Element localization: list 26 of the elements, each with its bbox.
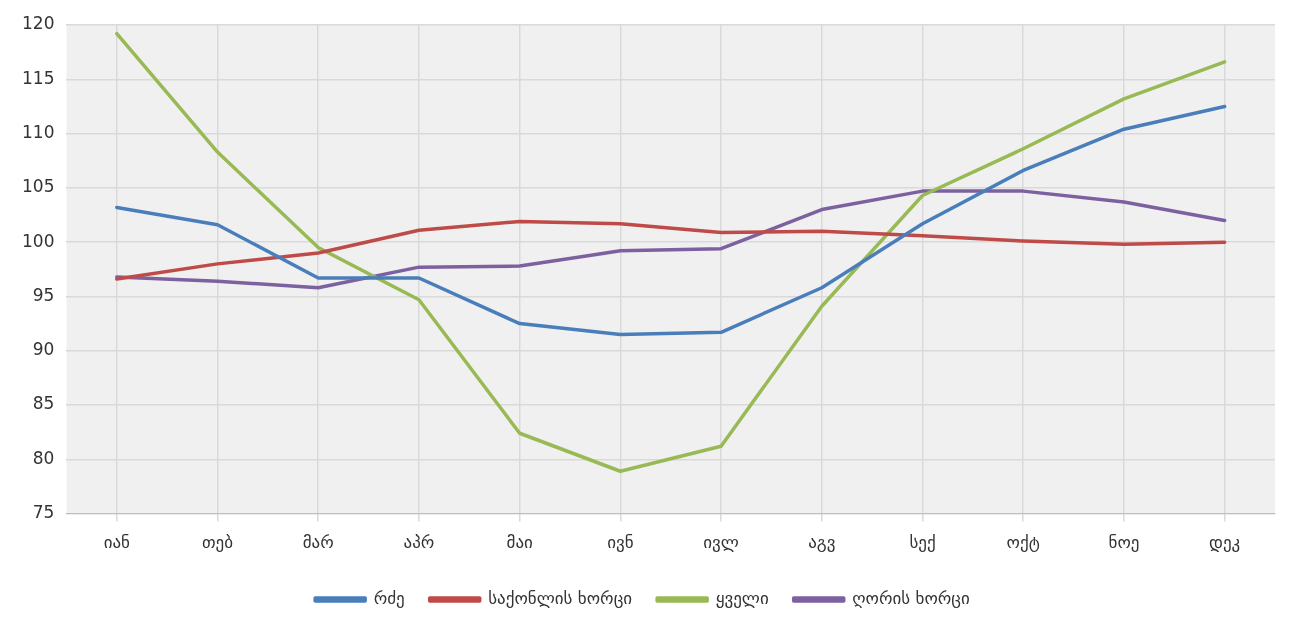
x-tick-label: ივნ	[607, 532, 634, 553]
y-tick-label: 85	[32, 393, 55, 414]
legend-label: ღორის ხორცი	[852, 587, 970, 608]
x-tick-label: მაი	[506, 532, 533, 553]
x-tick-label: დეკ	[1209, 532, 1241, 553]
legend-label: რძე	[373, 587, 405, 608]
y-tick-label: 105	[21, 176, 55, 197]
y-tick-label: 95	[32, 284, 55, 305]
x-tick-label: აგვ	[808, 532, 836, 553]
x-tick-label: სექ	[909, 532, 936, 553]
x-tick-label: თებ	[201, 532, 234, 553]
x-tick-label: მარ	[302, 532, 334, 553]
y-tick-label: 90	[32, 339, 55, 360]
x-tick-label: აპრ	[403, 532, 435, 553]
legend-label: საქონლის ხორცი	[488, 587, 633, 608]
x-tick-label: ნოე	[1108, 532, 1140, 553]
y-tick-label: 75	[32, 502, 55, 523]
x-tick-label: ოქტ	[1006, 532, 1040, 553]
x-tick-label: იან	[103, 532, 131, 553]
y-tick-label: 120	[21, 13, 55, 34]
y-tick-label: 100	[21, 230, 55, 251]
y-tick-label: 80	[32, 447, 55, 468]
legend-label: ყველი	[715, 587, 769, 608]
y-tick-label: 110	[21, 122, 55, 142]
x-tick-label: ივლ	[703, 532, 739, 553]
y-tick-label: 115	[21, 67, 55, 88]
